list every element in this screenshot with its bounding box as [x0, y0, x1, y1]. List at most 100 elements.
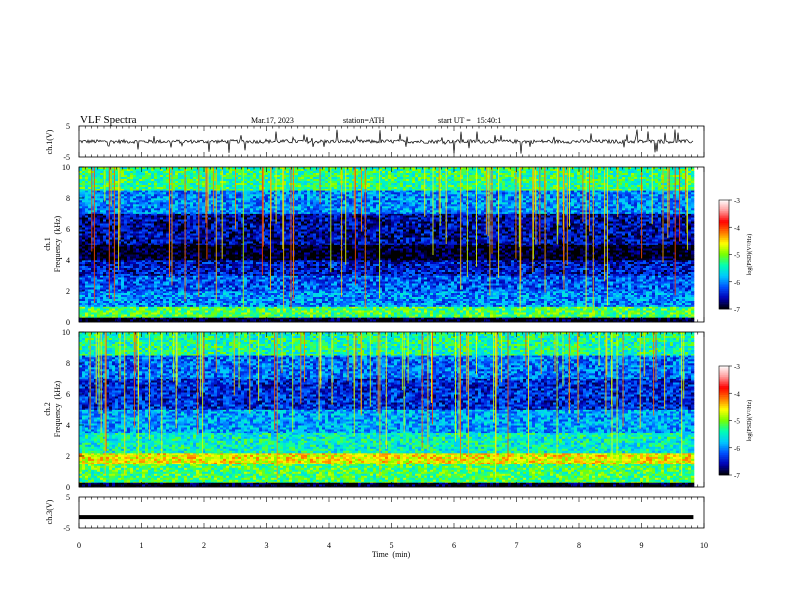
- ch1-spectrogram-cell: [487, 312, 491, 315]
- ch1-spectrogram-cell: [160, 317, 164, 320]
- ch1-spectrogram-cell: [208, 310, 212, 313]
- ch1-spectrogram-cell: [559, 279, 563, 282]
- ch1-spectrogram-cell: [436, 306, 440, 309]
- ch1-spectrogram-cell: [541, 295, 545, 298]
- ch1-spectrogram-cell: [589, 275, 593, 278]
- ch1-spectrogram-cell: [493, 293, 497, 296]
- ch1-spectrogram-cell: [580, 295, 584, 298]
- ch1-spectrogram-cell: [238, 287, 242, 290]
- ch1-spectrogram-cell: [691, 295, 695, 298]
- ch1-spectrogram-cell: [310, 316, 314, 318]
- ch1-spectrogram-cell: [145, 319, 149, 322]
- ch1-spectrogram-cell: [550, 305, 554, 307]
- ch1-spectrogram-cell: [664, 291, 668, 294]
- ch1-spectrogram-cell: [622, 275, 626, 278]
- ch1-spectrogram-cell: [223, 295, 227, 298]
- ch1-spectrogram-cell: [181, 293, 185, 296]
- ch1-spectrogram-cell: [481, 319, 485, 322]
- ch1-spectrogram-cell: [319, 291, 323, 294]
- ch1-spectrogram-cell: [313, 281, 317, 284]
- ch1-spectrogram-cell: [628, 314, 632, 317]
- ch1-spectrogram-cell: [277, 317, 281, 320]
- ch1-spectrogram-cell: [214, 314, 218, 317]
- ch1-spectrogram-cell: [397, 299, 401, 302]
- ch1-spectrogram-cell: [112, 305, 116, 307]
- ch1-spectrogram-cell: [538, 308, 542, 311]
- ch1-spectrogram-cell: [481, 301, 485, 304]
- ch1-spectrogram-cell: [634, 281, 638, 284]
- ch1-spectrogram-cell: [142, 310, 146, 313]
- ch1-spectrogram-cell: [625, 303, 629, 306]
- ch1-spectrogram-cell: [397, 291, 401, 294]
- ch1-spectrogram-cell: [223, 285, 227, 288]
- ch1-spectrogram-cell: [193, 310, 197, 313]
- ch1-spectrogram-cell: [397, 314, 401, 317]
- ch1-spectrogram-cell: [397, 281, 401, 284]
- ch1-spectrogram-cell: [211, 285, 215, 288]
- ch1-spectrogram-cell: [493, 319, 497, 322]
- ch1-spectrogram-cell: [349, 305, 353, 307]
- ch1-spectrogram-cell: [343, 316, 347, 318]
- ch1-spectrogram-cell: [460, 283, 464, 286]
- ch1-spectrogram-cell: [634, 316, 638, 318]
- ch1-spectrogram-cell: [361, 310, 365, 313]
- ch1-spectrogram-cell: [145, 283, 149, 286]
- ch1-spectrogram-cell: [667, 293, 671, 296]
- ch1-spectrogram-cell: [553, 314, 557, 317]
- ch1-spectrogram-cell: [439, 316, 443, 318]
- ch1-spectrogram-cell: [484, 295, 488, 298]
- ch1-spectrogram-cell: [520, 283, 524, 286]
- ch1-spectrogram-cell: [661, 306, 665, 309]
- ch1-spectrogram-cell: [235, 299, 239, 302]
- ch1-spectrogram-cell: [247, 285, 251, 288]
- ch1-spectrogram-cell: [604, 295, 608, 298]
- ch1-spectrogram-cell: [88, 281, 92, 284]
- ch1-spectrogram-cell: [325, 285, 329, 288]
- ch1-spectrogram-cell: [337, 291, 341, 294]
- ch1-spectrogram-cell: [484, 316, 488, 318]
- ch1-spectrogram-cell: [301, 299, 305, 302]
- ch1-spectrogram-cell: [415, 275, 419, 278]
- ch1-spectrogram-cell: [382, 275, 386, 278]
- ch1-spectrogram-cell: [238, 317, 242, 320]
- ch1-spectrogram-cell: [313, 277, 317, 280]
- ch1-spectrogram-cell: [370, 297, 374, 300]
- ch1-spectrogram-cell: [385, 312, 389, 315]
- ch1-spectrogram-cell: [208, 287, 212, 290]
- ch1-spectrogram-cell: [145, 312, 149, 315]
- ch1-spectrogram-cell: [529, 301, 533, 304]
- ch1-spectrogram-cell: [634, 299, 638, 302]
- ch1-spectrogram-cell: [106, 317, 110, 320]
- ch1-spectrogram-cell: [187, 281, 191, 284]
- ch1-spectrogram-cell: [322, 303, 326, 306]
- ch1-spectrogram-cell: [217, 314, 221, 317]
- ch1-spectrogram-cell: [88, 293, 92, 296]
- ch1-spectrogram-cell: [565, 317, 569, 320]
- ch1-spectrogram-cell: [355, 281, 359, 284]
- ch1-spectrogram-cell: [139, 287, 143, 290]
- ch1-spectrogram-cell: [448, 279, 452, 282]
- ch1-spectrogram-cell: [142, 306, 146, 309]
- ch1-spectrogram-cell: [448, 291, 452, 294]
- ch1-spectrogram-cell: [622, 297, 626, 300]
- ch1-spectrogram-cell: [373, 295, 377, 298]
- ch1-spectrogram-cell: [460, 275, 464, 278]
- ch1-spectrogram-cell: [649, 305, 653, 307]
- ch1-spectrogram-cell: [391, 310, 395, 313]
- ch1-spectrogram-cell: [505, 301, 509, 304]
- ch1-spectrogram-cell: [274, 316, 278, 318]
- ch1-spectrogram-cell: [505, 283, 509, 286]
- ch1-spectrogram-cell: [544, 317, 548, 320]
- ch1-spectrogram-cell: [148, 312, 152, 315]
- ch1-spectrogram-cell: [520, 303, 524, 306]
- ch1-spectrogram-cell: [97, 287, 101, 290]
- ch1-spectrogram-cell: [601, 305, 605, 307]
- ch1-spectrogram-cell: [385, 299, 389, 302]
- ch1-spectrogram-cell: [88, 295, 92, 298]
- ch1-spectrogram-cell: [361, 295, 365, 298]
- ch1-spectrogram-cell: [430, 316, 434, 318]
- ch1-spectrogram-cell: [118, 295, 122, 298]
- ch1-spectrogram-cell: [91, 308, 95, 311]
- ch1-spectrogram-cell: [658, 308, 662, 311]
- ch1-spectrogram-cell: [571, 293, 575, 296]
